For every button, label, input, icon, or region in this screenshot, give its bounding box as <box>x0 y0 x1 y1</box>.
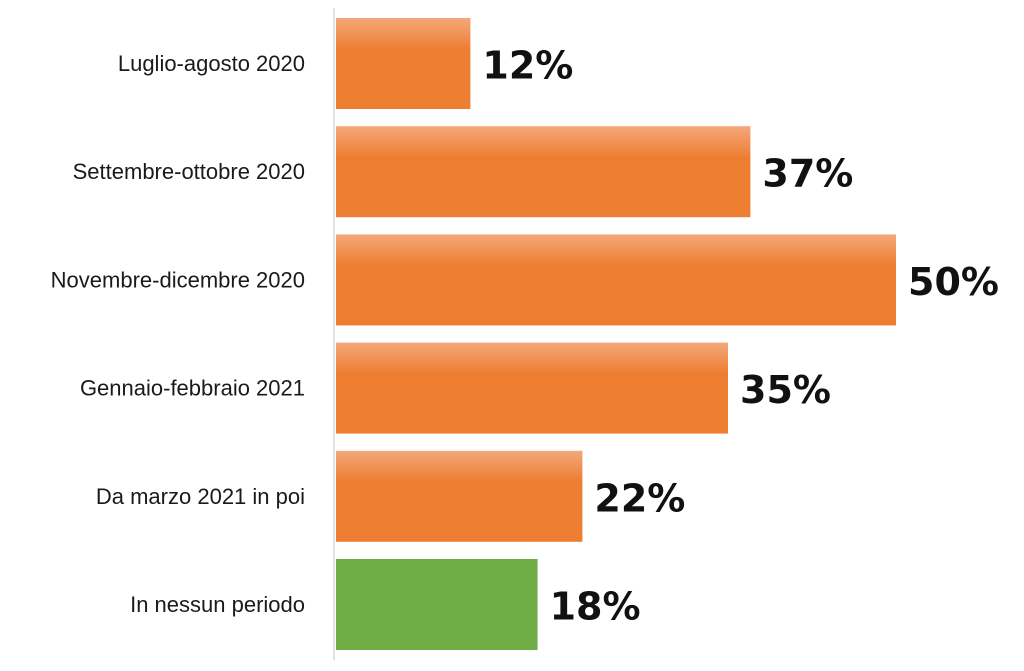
value-labels-group: 12% 37% 50% 35% 22% 18% <box>482 44 999 629</box>
bar-3 <box>336 342 728 434</box>
value-label: 50% <box>908 260 999 304</box>
value-label: 37% <box>762 152 853 196</box>
category-labels-group: Luglio-agosto 2020 Settembre-ottobre 2020… <box>51 51 305 617</box>
bar-4 <box>336 450 583 542</box>
category-label: Novembre-dicembre 2020 <box>51 267 305 292</box>
value-label: 18% <box>550 585 641 629</box>
category-label: In nessun periodo <box>130 592 305 617</box>
category-label: Gennaio-febbraio 2021 <box>80 376 305 401</box>
value-label: 35% <box>740 368 831 412</box>
value-label: 22% <box>594 476 685 520</box>
value-label: 12% <box>482 44 573 88</box>
category-label: Da marzo 2021 in poi <box>96 484 305 509</box>
bar-2 <box>336 234 896 326</box>
category-label: Settembre-ottobre 2020 <box>73 159 305 184</box>
bar-0 <box>336 18 471 109</box>
bar-1 <box>336 126 751 218</box>
category-label: Luglio-agosto 2020 <box>118 51 305 76</box>
bars-group <box>336 18 896 650</box>
bar-5 <box>336 559 538 650</box>
